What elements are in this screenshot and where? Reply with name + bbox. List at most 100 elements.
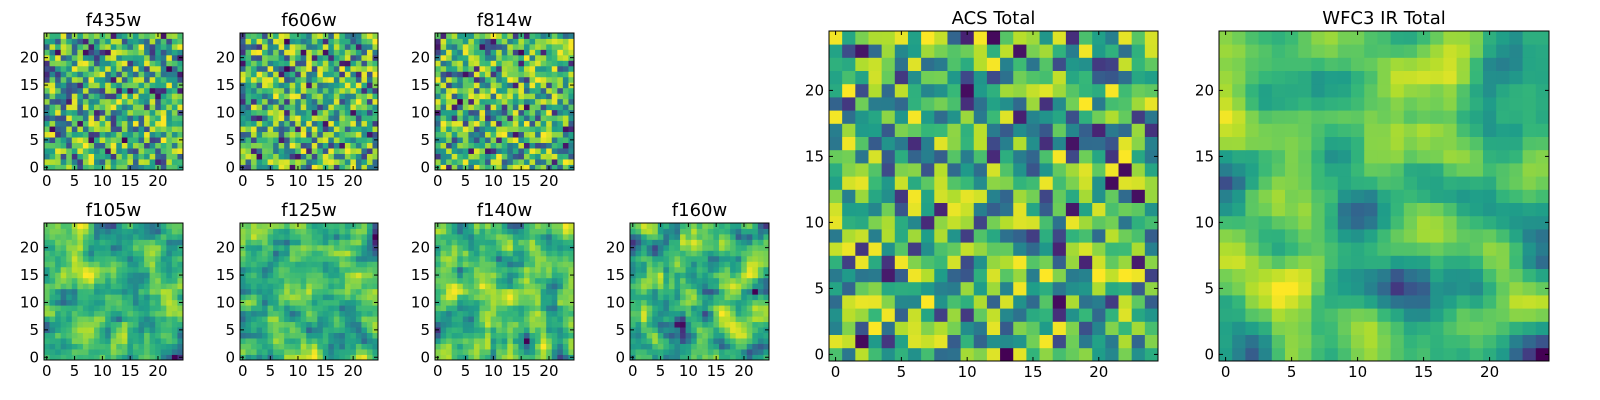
heatmap-cell [1079,347,1093,362]
heatmap-cell [473,104,480,111]
heatmap-cell [691,239,698,246]
heatmap-cell [451,283,458,290]
heatmap-cell [641,250,648,257]
heatmap-cell [344,87,351,94]
heatmap-cell [507,299,514,306]
heatmap-cell [166,148,173,154]
heatmap-cell [306,305,313,312]
heatmap-cell [166,131,173,138]
heatmap-cell [479,266,486,273]
heatmap-cell [160,159,167,165]
heatmap-cell [485,310,491,317]
heatmap-cell [355,349,362,355]
heatmap-cell [973,268,988,283]
heatmap-cell [322,244,329,251]
heatmap-cell [512,49,519,56]
heatmap-cell [251,332,257,339]
heatmap-cell [507,98,514,105]
heatmap-cell [501,109,508,116]
heatmap-cell [546,65,553,72]
heatmap-cell [350,228,357,235]
heatmap-cell [94,93,100,100]
heatmap-cell [707,277,714,284]
heatmap-cell [49,332,56,339]
heatmap-cell [741,277,748,284]
heatmap-cell [1000,268,1014,283]
heatmap-cell [535,115,542,122]
heatmap-cell [685,294,692,301]
heatmap-cell [457,255,464,262]
heatmap-cell [344,120,351,127]
heatmap-cell [251,244,257,251]
heatmap-cell [245,159,252,165]
heatmap-cell [171,131,178,138]
heatmap-cell [652,316,659,323]
heatmap-cell [529,142,536,149]
heatmap-cell [523,126,530,133]
heatmap-cell [121,120,128,127]
heatmap-cell [116,288,123,295]
heatmap-cell [735,321,742,328]
heatmap-cell [116,71,123,78]
heatmap-cell [317,244,324,251]
heatmap-cell [696,327,703,333]
heatmap-cell [501,244,508,251]
heatmap-cell [94,120,100,127]
heatmap-cell [646,266,653,273]
heatmap-cell [657,327,664,333]
heatmap-cell [657,261,664,268]
heatmap-cell [116,164,123,171]
heatmap-cell [1105,281,1119,296]
heatmap-cell [462,321,469,328]
heatmap-cell [361,65,368,72]
heatmap-cell [473,266,480,273]
heatmap-cell [245,349,252,355]
heatmap-cell [361,93,368,100]
heatmap-cell [94,261,100,268]
heatmap-cell [267,332,274,339]
heatmap-cell [60,283,67,290]
heatmap-cell [960,229,975,243]
heatmap-cell [361,142,368,149]
heatmap-cell [116,43,123,50]
heatmap-cell [366,223,373,229]
heatmap-cell [635,250,642,257]
heatmap-cell [105,38,112,45]
heatmap-cell [512,255,519,262]
heatmap-cell [251,87,257,94]
y-tick-label: 15 [216,266,235,284]
heatmap-cell [551,250,558,257]
heatmap-cell [707,272,714,279]
heatmap-cell [55,277,62,284]
heatmap-cell [496,60,503,67]
heatmap-cell [551,343,558,350]
heatmap-cell [121,82,128,89]
panel-title: f435w [86,10,141,31]
heatmap-cell [501,49,508,56]
heatmap-cell [344,316,351,323]
heatmap-cell [344,126,351,133]
heatmap-cell [468,233,475,240]
heatmap-cell [457,266,464,273]
heatmap-cell [446,49,453,56]
heatmap-cell [757,349,764,355]
heatmap-cell [311,54,318,61]
heatmap-cell [462,38,469,45]
heatmap-cell [171,43,178,50]
heatmap-cell [696,354,703,361]
heatmap-cell [652,332,659,339]
heatmap-cell [245,82,252,89]
heatmap-cell [1144,202,1159,217]
heatmap-cell [540,115,547,122]
heatmap-cell [842,321,856,335]
heatmap-cell [630,277,636,284]
heatmap-cell [372,250,379,257]
heatmap-cell [557,277,564,284]
heatmap-cell [60,65,67,72]
heatmap-cell [160,71,167,78]
heatmap-cell [462,343,469,350]
heatmap-cell [317,120,324,127]
heatmap-cell [468,159,475,165]
heatmap-cell [1000,347,1014,362]
